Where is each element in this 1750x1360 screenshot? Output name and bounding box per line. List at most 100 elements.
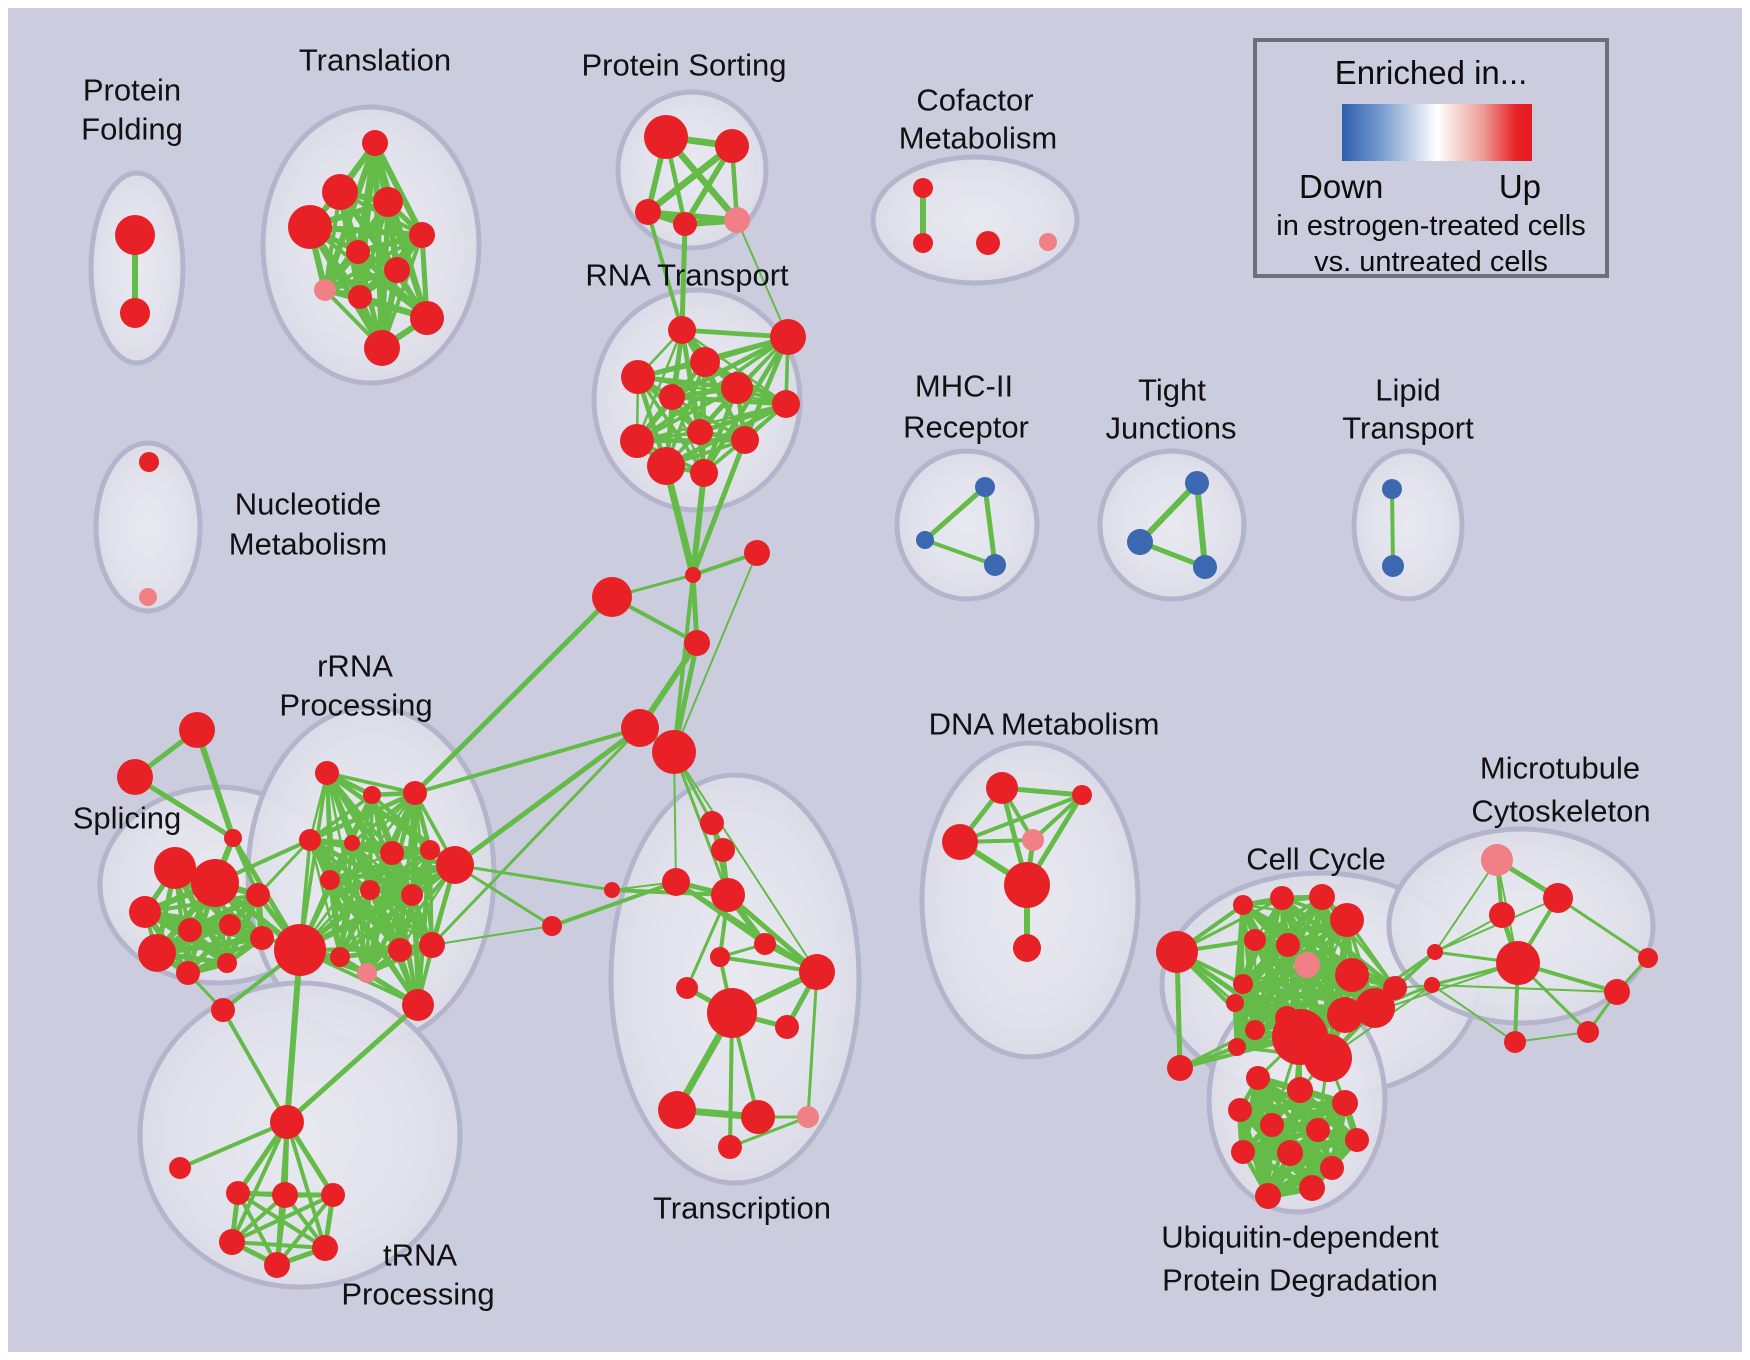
node-rr14[interactable] — [388, 938, 412, 962]
node-c6[interactable] — [1276, 933, 1300, 957]
node-e2[interactable] — [542, 916, 562, 936]
node-cclow[interactable] — [1167, 1055, 1193, 1081]
node-ps1[interactable] — [644, 115, 688, 159]
node-d5[interactable] — [1004, 862, 1050, 908]
node-rr7[interactable] — [420, 840, 440, 860]
node-u12[interactable] — [1299, 1175, 1325, 1201]
node-ps2[interactable] — [715, 129, 749, 163]
node-rt1[interactable] — [668, 316, 696, 344]
node-m8[interactable] — [1638, 948, 1658, 968]
node-rr12[interactable] — [274, 924, 326, 976]
node-cf1[interactable] — [913, 178, 933, 198]
node-rr6[interactable] — [380, 841, 404, 865]
node-hubA[interactable] — [621, 709, 659, 747]
node-hubB[interactable] — [652, 730, 696, 774]
node-t1[interactable] — [362, 130, 388, 156]
node-rr16[interactable] — [357, 963, 377, 983]
node-tr3[interactable] — [662, 868, 690, 896]
node-st2[interactable] — [117, 759, 153, 795]
node-rr13[interactable] — [330, 947, 350, 967]
node-cf3[interactable] — [976, 231, 1000, 255]
node-rt5[interactable] — [721, 372, 753, 404]
node-m4[interactable] — [1496, 941, 1540, 985]
node-u9[interactable] — [1277, 1140, 1303, 1166]
node-sp6[interactable] — [138, 934, 176, 972]
node-c3[interactable] — [1309, 884, 1335, 910]
node-c9[interactable] — [1355, 988, 1395, 1028]
node-m7[interactable] — [1604, 979, 1630, 1005]
node-tr1[interactable] — [700, 811, 724, 835]
node-rr8[interactable] — [436, 846, 474, 884]
node-t3[interactable] — [373, 187, 403, 217]
node-m1[interactable] — [1481, 844, 1513, 876]
node-rr1[interactable] — [315, 761, 339, 785]
node-c10[interactable] — [1233, 974, 1253, 994]
node-tr12[interactable] — [741, 1100, 775, 1134]
node-mh1[interactable] — [975, 477, 995, 497]
node-m6[interactable] — [1424, 977, 1440, 993]
node-m5[interactable] — [1427, 944, 1443, 960]
node-rt3[interactable] — [690, 347, 720, 377]
node-tr4[interactable] — [711, 878, 745, 912]
node-e1[interactable] — [604, 882, 620, 898]
node-c5[interactable] — [1244, 929, 1266, 951]
node-tn2[interactable] — [169, 1157, 191, 1179]
node-rt4[interactable] — [621, 360, 655, 394]
node-rt7[interactable] — [772, 390, 800, 418]
node-j3[interactable] — [592, 577, 632, 617]
node-d6[interactable] — [1013, 934, 1041, 962]
node-tr5[interactable] — [754, 933, 776, 955]
node-pf1[interactable] — [115, 215, 155, 255]
node-ps5[interactable] — [724, 207, 750, 233]
node-tr2[interactable] — [711, 838, 735, 862]
node-c1[interactable] — [1233, 895, 1253, 915]
node-tr11[interactable] — [658, 1091, 696, 1129]
node-tr7[interactable] — [676, 977, 698, 999]
node-c2[interactable] — [1270, 886, 1294, 910]
node-t4[interactable] — [288, 205, 332, 249]
node-rr5[interactable] — [344, 835, 360, 851]
node-u5[interactable] — [1260, 1113, 1284, 1137]
node-d2[interactable] — [1072, 785, 1092, 805]
node-j2[interactable] — [744, 540, 770, 566]
node-u4[interactable] — [1228, 1098, 1252, 1122]
node-rt8[interactable] — [687, 419, 713, 445]
node-m2[interactable] — [1489, 902, 1515, 928]
node-sp4[interactable] — [178, 918, 202, 942]
node-c17[interactable] — [1304, 1034, 1352, 1082]
node-rr17[interactable] — [402, 989, 434, 1021]
node-rr10[interactable] — [360, 880, 380, 900]
node-rr11[interactable] — [401, 884, 423, 906]
node-m3[interactable] — [1543, 883, 1573, 913]
node-c4[interactable] — [1330, 903, 1364, 937]
node-sp8[interactable] — [217, 953, 237, 973]
node-pf2[interactable] — [120, 298, 150, 328]
node-sp2[interactable] — [191, 859, 239, 907]
node-lt2[interactable] — [1382, 555, 1404, 577]
node-cc0[interactable] — [1156, 931, 1198, 973]
node-ps3[interactable] — [635, 199, 661, 225]
node-c14[interactable] — [1245, 1020, 1265, 1040]
node-t10[interactable] — [410, 301, 444, 335]
node-rr4[interactable] — [299, 829, 321, 851]
node-cf4[interactable] — [1039, 233, 1057, 251]
node-cf2[interactable] — [913, 233, 933, 253]
node-st3[interactable] — [224, 829, 242, 847]
node-j1[interactable] — [685, 567, 701, 583]
node-sp1[interactable] — [154, 847, 196, 889]
node-rr3[interactable] — [403, 781, 427, 805]
node-u2[interactable] — [1287, 1077, 1313, 1103]
node-tj1[interactable] — [1185, 471, 1209, 495]
node-ps4[interactable] — [673, 212, 697, 236]
node-nm1[interactable] — [139, 452, 159, 472]
node-c15[interactable] — [1228, 1038, 1246, 1056]
node-t6[interactable] — [346, 240, 370, 264]
node-t8[interactable] — [314, 279, 336, 301]
node-d3[interactable] — [942, 824, 978, 860]
node-sp5[interactable] — [219, 914, 241, 936]
node-u7[interactable] — [1345, 1128, 1369, 1152]
node-sp7[interactable] — [176, 961, 200, 985]
node-sp10[interactable] — [250, 926, 274, 950]
node-tn1[interactable] — [270, 1105, 304, 1139]
node-nm2[interactable] — [139, 588, 157, 606]
